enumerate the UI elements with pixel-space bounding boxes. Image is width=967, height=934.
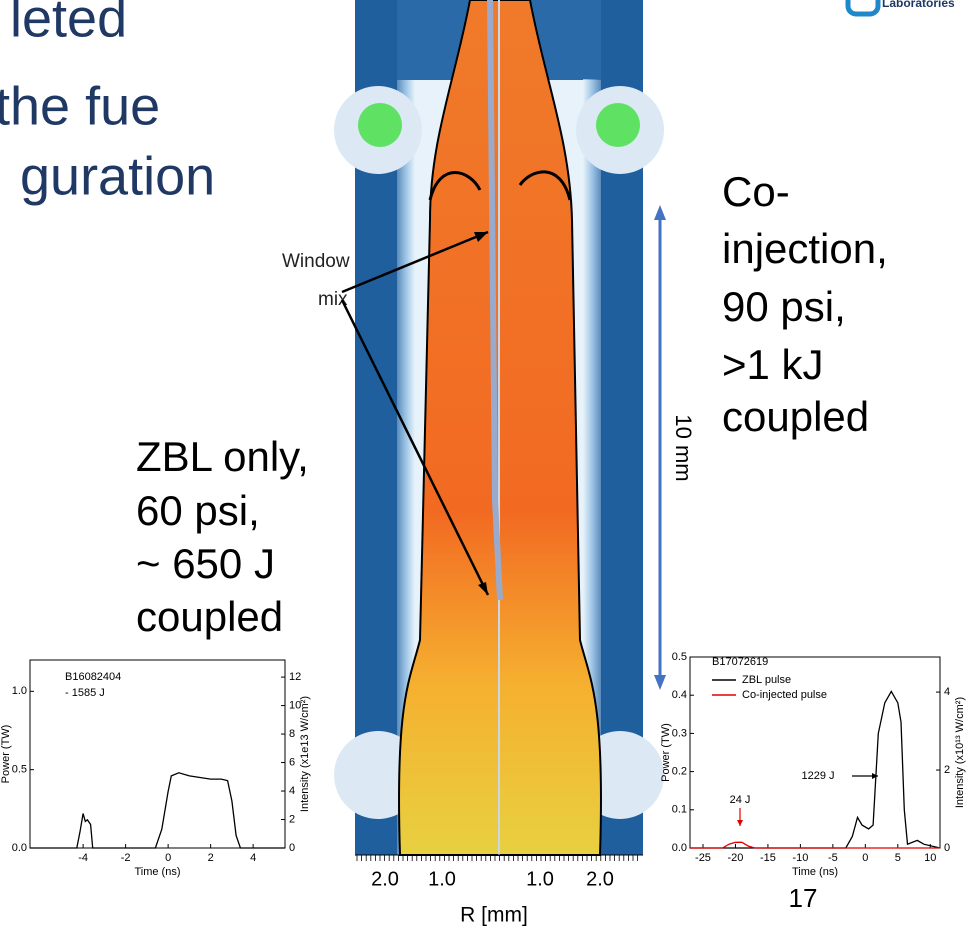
sim-axis-label: 2.0: [586, 868, 614, 890]
x-tick-label: -15: [760, 852, 776, 864]
sim-axis-label: 2.0: [371, 868, 399, 890]
x-tick-label: 10: [924, 852, 936, 864]
y2-axis-label: Intensity (x10¹³ W/cm²): [954, 697, 966, 808]
title-line: guration: [20, 146, 215, 206]
x-tick-label: 0: [165, 852, 171, 864]
y-tick-label: 0.5: [672, 651, 687, 663]
y2-tick-label: 4: [944, 686, 950, 698]
y2-axis-label: Intensity (x1e13 W/cm²): [299, 696, 311, 812]
y-tick-label: 0.0: [12, 842, 27, 854]
y2-tick-label: 6: [289, 756, 295, 768]
y2-tick-label: 12: [289, 671, 301, 683]
series-line: [690, 841, 940, 849]
y2-tick-label: 10: [289, 699, 301, 711]
x-axis-label: Time (ns): [792, 866, 838, 878]
annotation: - 1585 J: [65, 687, 105, 699]
x-tick-label: -20: [728, 852, 744, 864]
x-axis-label: Time (ns): [134, 866, 180, 878]
arrow: [340, 230, 490, 596]
y2-tick-label: 0: [289, 842, 295, 854]
y2-tick-label: 2: [289, 813, 295, 825]
note: ZBL only,: [136, 433, 309, 480]
y-tick-label: 0.1: [672, 804, 687, 816]
x-tick-label: 2: [208, 852, 214, 864]
annotation: 1229 J: [801, 770, 834, 782]
annotation: mix: [318, 289, 348, 310]
y-tick-label: 0.5: [12, 764, 27, 776]
y-tick-label: 0.4: [672, 689, 687, 701]
y2-tick-label: 0: [944, 842, 950, 854]
title-line: leted: [10, 0, 127, 48]
chart-title: B16082404: [65, 671, 121, 683]
note: 90 psi,: [722, 283, 846, 330]
y2-tick-label: 4: [289, 785, 295, 797]
y-tick-label: 0.0: [672, 842, 687, 854]
sim-axis-label: 1.0: [526, 868, 554, 890]
x-tick-label: 0: [862, 852, 868, 864]
logo-text: Laboratories: [882, 0, 955, 10]
x-tick-label: 5: [895, 852, 901, 864]
note: coupled: [722, 393, 869, 440]
series-line: [690, 690, 941, 849]
chart-title: B17072619: [712, 656, 768, 668]
note: ~ 650 J: [136, 540, 275, 587]
note: injection,: [722, 225, 888, 272]
x-tick-label: -4: [78, 852, 88, 864]
y2-tick-label: 8: [289, 728, 295, 740]
x-tick-label: -2: [121, 852, 131, 864]
note: Co-: [722, 168, 790, 215]
x-tick-label: -25: [695, 852, 711, 864]
legend-label: Co-injected pulse: [742, 689, 827, 701]
sim-axis-title: R [mm]: [460, 904, 528, 927]
annotation: 24 J: [730, 794, 751, 806]
scale-label: 10 mm: [671, 414, 696, 481]
note: 60 psi,: [136, 487, 260, 534]
logo-icon: [845, 0, 881, 17]
annotation-arrowhead: [872, 773, 878, 779]
sim-axis-label: 1.0: [428, 868, 456, 890]
note: coupled: [136, 593, 283, 640]
legend-label: ZBL pulse: [742, 674, 791, 686]
x-tick-label: 4: [250, 852, 256, 864]
series-line: [30, 772, 285, 849]
annotation-arrowhead: [737, 820, 743, 826]
y-tick-label: 0.2: [672, 766, 687, 778]
y2-tick-label: 2: [944, 764, 950, 776]
simulation-image: [334, 0, 664, 856]
plot-frame: [29, 659, 286, 849]
y-axis-label: Power (TW): [0, 725, 12, 784]
x-tick-label: -5: [828, 852, 838, 864]
x-tick-label: -10: [792, 852, 808, 864]
y-tick-label: 1.0: [12, 685, 27, 697]
annotation: Window: [282, 251, 350, 272]
ruler: [356, 855, 638, 861]
y-tick-label: 0.3: [672, 727, 687, 739]
note: >1 kJ: [722, 341, 824, 388]
page-number: 17: [789, 883, 818, 913]
y-axis-label: Power (TW): [660, 723, 672, 782]
title-line: the fue: [0, 76, 160, 136]
